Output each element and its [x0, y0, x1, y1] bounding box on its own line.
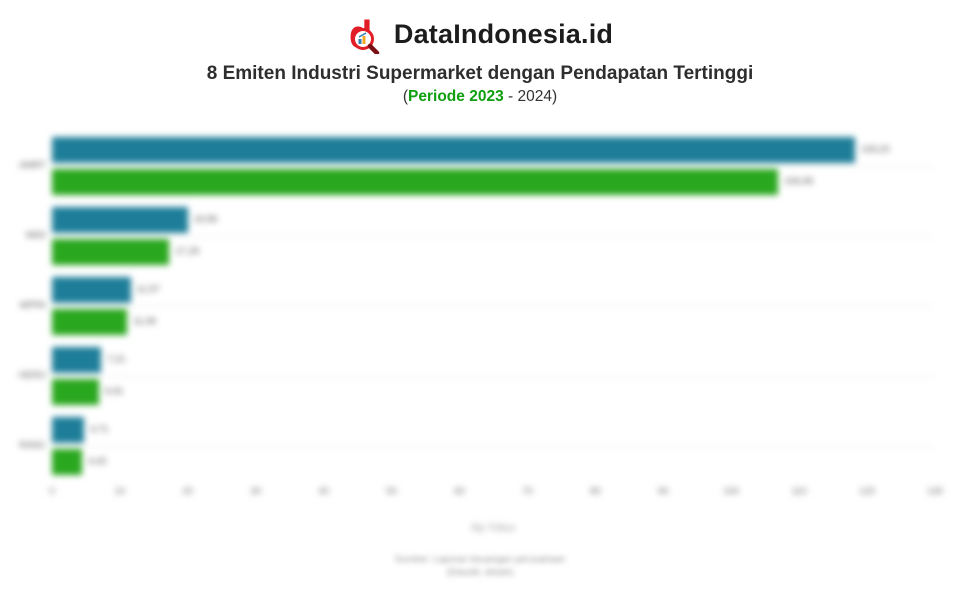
bar-chart: AMRT 118,23 106,95 MIDI 19,96 17,29 MPPA 11,57 1… [0, 125, 960, 545]
x-tick-label: 120 [859, 486, 876, 497]
gridline [52, 306, 935, 307]
value-label: 11,57 [136, 284, 160, 295]
chart-title: 8 Emiten Industri Supermarket dengan Pen… [206, 63, 754, 84]
value-label: 11,06 [133, 316, 157, 327]
bar-2024 [52, 417, 84, 443]
x-tick-label: 60 [454, 486, 465, 497]
value-label: 7,21 [107, 354, 126, 365]
bar-2024 [52, 347, 101, 373]
x-tick-label: 110 [791, 486, 807, 497]
value-label: 19,96 [193, 214, 218, 225]
x-tick-label: 0 [49, 486, 55, 497]
x-tick-label: 100 [723, 486, 740, 497]
bar-2024 [52, 207, 188, 233]
category-label: HERO [18, 370, 46, 381]
x-tick-label: 30 [250, 486, 262, 497]
subtitle-open: ( [402, 88, 409, 105]
value-label: 106,95 [784, 176, 814, 187]
brand-name: DataIndonesia.id [393, 18, 614, 49]
source-note: Sumber: Laporan keuangan perusahaan (Dia… [0, 553, 960, 579]
chart-subtitle: (Periode 2023 - 2024) [0, 88, 960, 106]
bar-2023 [52, 169, 779, 195]
x-tick-label: 40 [318, 486, 329, 497]
header: d DataIndonesia.id 8 Emiten Industri Sup… [0, 0, 960, 106]
bar-2024 [52, 137, 856, 163]
category-label: MPPA [19, 300, 46, 311]
source-line2: (Diaudit, diolah) [446, 567, 514, 578]
value-label: 4,71 [90, 424, 109, 435]
category-label: AMRT [19, 160, 46, 171]
subtitle-rest: - 2024) [503, 88, 558, 105]
subtitle-highlight: Periode 2023 [408, 88, 504, 105]
category-label: RANC [19, 440, 46, 451]
x-tick-label: 80 [590, 486, 601, 497]
gridline [52, 376, 935, 377]
bar-2023 [52, 309, 128, 335]
x-tick-label: 70 [522, 486, 533, 497]
gridline [52, 236, 935, 237]
dataindonesia-logo-icon: d [349, 14, 380, 54]
value-label: 118,23 [861, 144, 890, 155]
brand: d DataIndonesia.id [0, 14, 960, 54]
x-tick-label: 10 [114, 486, 126, 497]
value-label: 4,42 [88, 456, 107, 467]
category-label: MIDI [25, 230, 46, 241]
bar-2024 [52, 277, 131, 303]
gridline [52, 446, 935, 447]
value-label: 6,91 [104, 386, 124, 397]
gridline [52, 166, 935, 167]
x-tick-label: 50 [386, 486, 397, 497]
value-label: 17,29 [175, 246, 200, 257]
x-tick-label: 130 [927, 486, 943, 497]
bar-2023 [52, 449, 82, 475]
x-tick-label: 90 [658, 486, 669, 497]
bar-2023 [52, 239, 170, 265]
x-axis-label: Rp Triliun [471, 522, 516, 534]
x-tick-label: 20 [182, 486, 194, 497]
source-line1: Sumber: Laporan keuangan perusahaan [394, 554, 566, 565]
bar-2023 [52, 379, 99, 405]
